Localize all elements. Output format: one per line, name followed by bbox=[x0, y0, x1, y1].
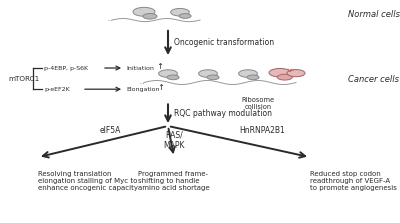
Ellipse shape bbox=[247, 75, 259, 80]
Text: p-eEF2K: p-eEF2K bbox=[44, 87, 70, 92]
Text: HnRNPA2B1: HnRNPA2B1 bbox=[239, 126, 285, 135]
Ellipse shape bbox=[143, 13, 157, 19]
Text: mTORC1: mTORC1 bbox=[8, 76, 39, 82]
Ellipse shape bbox=[159, 70, 177, 77]
Ellipse shape bbox=[277, 74, 292, 80]
Text: RQC pathway modulation: RQC pathway modulation bbox=[174, 109, 272, 118]
Ellipse shape bbox=[167, 75, 179, 80]
Text: Oncogenic transformation: Oncogenic transformation bbox=[174, 38, 274, 47]
Ellipse shape bbox=[133, 7, 155, 16]
Text: Cancer cells: Cancer cells bbox=[348, 75, 399, 84]
Text: Elongation: Elongation bbox=[126, 87, 160, 92]
Ellipse shape bbox=[207, 75, 219, 80]
Text: Normal cells: Normal cells bbox=[348, 10, 400, 19]
Ellipse shape bbox=[287, 70, 305, 77]
Text: ↑: ↑ bbox=[156, 62, 163, 71]
Text: Initiation: Initiation bbox=[126, 66, 154, 70]
Ellipse shape bbox=[179, 14, 191, 18]
Text: Programmed frame-
shifting to handle
amino acid shortage: Programmed frame- shifting to handle ami… bbox=[138, 171, 210, 191]
Text: ↑: ↑ bbox=[157, 83, 164, 92]
Text: eIF5A: eIF5A bbox=[99, 126, 121, 135]
Ellipse shape bbox=[199, 70, 217, 77]
Text: Ribosome
collision: Ribosome collision bbox=[242, 97, 274, 110]
Text: RAS/
MAPK: RAS/ MAPK bbox=[163, 130, 185, 150]
Ellipse shape bbox=[171, 8, 189, 16]
Text: Reduced stop codon
readthrough of VEGF-A
to promote angiogenesis: Reduced stop codon readthrough of VEGF-A… bbox=[310, 171, 397, 191]
Ellipse shape bbox=[239, 70, 257, 77]
Text: Resolving translation
elongation stalling of Myc to
enhance oncogenic capacity: Resolving translation elongation stallin… bbox=[38, 171, 138, 191]
Ellipse shape bbox=[269, 68, 291, 77]
Text: p-4EBP, p-S6K: p-4EBP, p-S6K bbox=[44, 66, 88, 70]
